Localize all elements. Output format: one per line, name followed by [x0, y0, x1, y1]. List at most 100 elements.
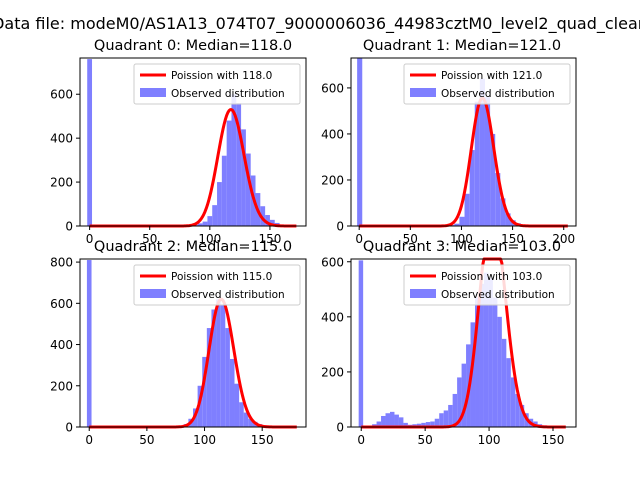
subplot-title: Quadrant 1: Median=121.0: [363, 38, 561, 54]
histogram-bar: [376, 421, 382, 427]
histogram-bar: [469, 150, 475, 226]
histogram-bar: [197, 223, 203, 226]
x-tick-label: 50: [142, 232, 157, 246]
histogram-bar: [265, 215, 270, 226]
histogram-bar: [497, 316, 502, 427]
y-tick-label: 200: [321, 365, 344, 379]
legend-box: [133, 63, 301, 105]
x-tick-label: 100: [450, 232, 473, 246]
x-tick-label: 100: [478, 433, 501, 447]
legend-hist-label: Observed distribution: [441, 88, 555, 100]
figure-suptitle: Data file: modeM0/AS1A13_074T07_90000060…: [0, 14, 640, 34]
histogram-bar: [505, 213, 511, 226]
histogram-bar: [479, 78, 485, 226]
histogram-bar: [229, 358, 235, 427]
histogram-bar: [381, 415, 386, 427]
y-tick-label: 600: [321, 255, 344, 269]
legend-fit-label: Poission with 118.0: [171, 70, 272, 82]
x-tick-label: 150: [251, 433, 274, 447]
y-tick-label: 200: [321, 173, 344, 187]
histogram-bar: [398, 417, 404, 427]
legend-hist-swatch: [140, 289, 166, 298]
histogram-bar: [454, 223, 460, 226]
axes-frame: [350, 57, 577, 227]
histogram-bar: [464, 193, 470, 226]
histogram-bar: [207, 216, 213, 226]
y-tick-label: 200: [50, 176, 73, 190]
x-tick-label: 100: [193, 433, 216, 447]
histogram-bar: [357, 58, 363, 226]
histogram-bar: [269, 219, 275, 226]
histogram-bar: [448, 404, 453, 427]
x-tick-label: 0: [86, 232, 94, 246]
histogram-bar: [243, 412, 249, 427]
histogram-bar: [457, 377, 462, 427]
histogram-bar: [239, 402, 244, 427]
x-tick-label: 0: [357, 433, 365, 447]
subplot-quadrant-0: Quadrant 0: Median=118.0 0 50 100 150 0 200 40…: [50, 38, 307, 246]
histogram-bar: [385, 413, 390, 427]
histogram-bar: [403, 422, 408, 427]
legend: Poission with 115.0 Observed distribution: [133, 264, 301, 306]
histogram-bar: [245, 153, 251, 226]
legend-hist-swatch: [410, 88, 436, 97]
histogram-bar: [216, 299, 221, 427]
x-tick-label: 50: [139, 433, 154, 447]
histogram-bar: [206, 328, 212, 427]
legend-hist-swatch: [410, 289, 436, 298]
x-tick-label: 50: [403, 232, 418, 246]
histogram-bar: [488, 278, 493, 427]
y-tick-label: 200: [50, 379, 73, 393]
histogram-bar: [225, 328, 230, 427]
legend-fit-label: Poission with 115.0: [171, 271, 272, 283]
legend-hist-label: Observed distribution: [171, 289, 285, 301]
y-tick-label: 0: [65, 421, 73, 435]
y-tick-label: 0: [336, 220, 344, 234]
histogram-bar: [260, 206, 266, 226]
y-tick-label: 400: [50, 132, 73, 146]
histogram-bar: [510, 377, 516, 427]
histogram-bar: [483, 272, 489, 427]
histogram-bar: [241, 129, 246, 226]
subplot-title: Quadrant 0: Median=118.0: [94, 38, 292, 54]
histogram-bar: [202, 221, 208, 226]
y-tick-label: 800: [50, 256, 73, 270]
legend-fit-label: Poission with 103.0: [441, 271, 542, 283]
histogram-bar: [434, 418, 440, 427]
histogram-bar: [87, 59, 93, 226]
histogram-bar: [211, 309, 217, 427]
legend-box: [133, 264, 301, 306]
y-tick-label: 400: [50, 338, 73, 352]
plot-area: 0 50 100 150 200 0 200 400 600 Poission with 121.…: [321, 57, 577, 246]
legend: Poission with 103.0 Observed distribution: [403, 264, 571, 306]
legend-box: [403, 264, 571, 306]
histogram-bar: [389, 411, 395, 427]
histogram-bar: [248, 418, 253, 427]
histogram-bar: [500, 198, 506, 226]
x-tick-label: 50: [418, 433, 433, 447]
histogram-bar: [492, 297, 498, 427]
subplot-quadrant-3: Quadrant 3: Median=103.0 0 50 100 150 0 200 40…: [321, 239, 577, 447]
histogram-bar: [394, 414, 399, 427]
subplot-title: Quadrant 3: Median=103.0: [363, 239, 561, 255]
histogram-bar: [519, 404, 525, 427]
legend-hist-label: Observed distribution: [441, 289, 555, 301]
y-tick-label: 0: [336, 421, 344, 435]
histogram-bar: [470, 322, 476, 427]
x-tick-label: 150: [258, 232, 281, 246]
histogram-bar: [86, 260, 92, 427]
histogram-bar: [443, 410, 449, 427]
histogram-bar: [226, 120, 232, 226]
subplot-quadrant-1: Quadrant 1: Median=121.0 0 50 100 150 200 0 20…: [321, 38, 577, 246]
x-tick-label: 100: [198, 232, 221, 246]
histogram-bar: [490, 133, 496, 226]
legend-box: [403, 63, 571, 105]
histogram-bar: [475, 297, 480, 427]
axes-frame: [350, 258, 577, 428]
x-tick-label: 150: [542, 433, 565, 447]
histogram-bar: [197, 385, 203, 427]
histogram-bar: [231, 94, 237, 226]
histogram-bar: [236, 103, 242, 226]
plot-area: 0 50 100 150 0 200 400 600 800 Poission with 115.…: [50, 256, 307, 447]
